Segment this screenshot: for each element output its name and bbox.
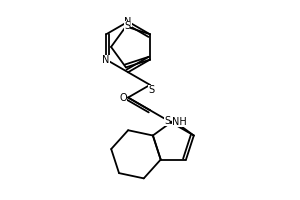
Text: NH: NH — [172, 117, 187, 127]
Text: N: N — [103, 55, 110, 65]
Text: S: S — [164, 116, 170, 126]
Text: N: N — [124, 17, 132, 27]
Text: S: S — [148, 85, 154, 95]
Text: O: O — [119, 93, 127, 103]
Text: S: S — [124, 21, 130, 31]
